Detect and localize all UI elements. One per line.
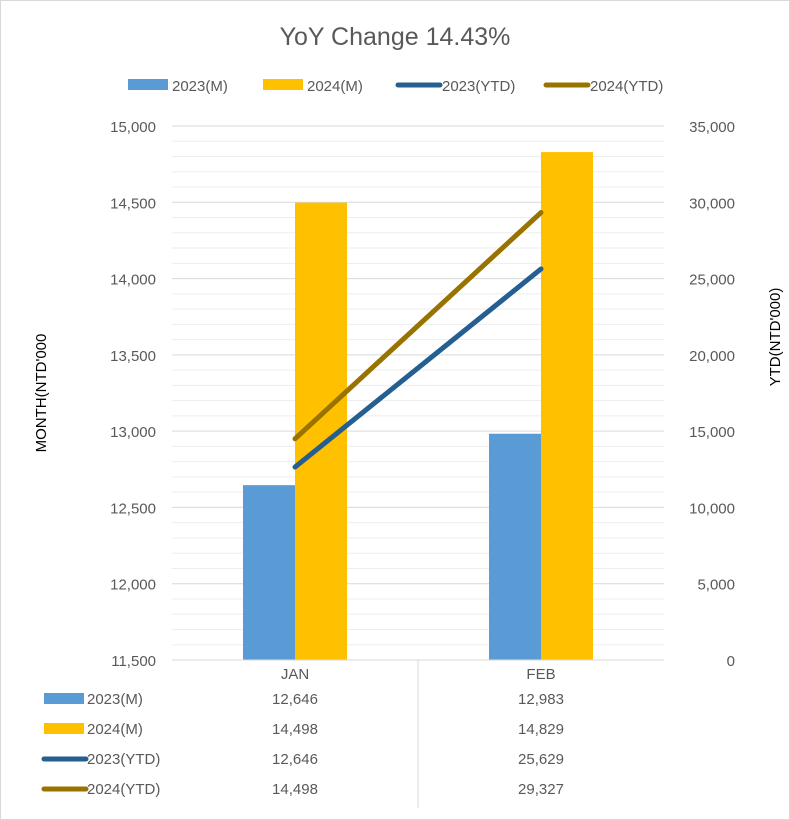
bar-2023m-feb xyxy=(489,433,541,660)
y-axis-left-label: MONTH(NTD'000 xyxy=(33,334,50,453)
legend-label: 2024(M) xyxy=(307,78,363,95)
y-left-tick-label: 13,500 xyxy=(110,348,156,365)
table-cell: 12,646 xyxy=(272,691,318,708)
table-cell: 12,646 xyxy=(272,751,318,768)
y-right-tick-label: 5,000 xyxy=(697,577,735,594)
y-right-tick-label: 30,000 xyxy=(689,195,735,212)
table-row-label: 2023(YTD) xyxy=(87,751,160,768)
line-2023ytd xyxy=(292,266,544,470)
y-left-tick-label: 14,000 xyxy=(110,272,156,289)
y-right-tick-label: 15,000 xyxy=(689,424,735,441)
table-cell: 25,629 xyxy=(518,751,564,768)
table-cell: 12,983 xyxy=(518,691,564,708)
table-row-label: 2023(M) xyxy=(87,691,143,708)
table-cell: 29,327 xyxy=(518,781,564,798)
bar-2023m-jan xyxy=(243,485,295,660)
y-left-tick-label: 13,000 xyxy=(110,424,156,441)
table-legend-key xyxy=(44,693,84,704)
legend-label: 2024(YTD) xyxy=(590,78,663,95)
y-left-tick-label: 12,500 xyxy=(110,500,156,517)
table-cell: 14,498 xyxy=(272,721,318,738)
bar-2024m-feb xyxy=(541,152,593,660)
legend-label: 2023(YTD) xyxy=(442,78,515,95)
y-left-tick-label: 11,500 xyxy=(111,653,156,670)
x-tick-label-jan: JAN xyxy=(281,666,309,683)
legend-label: 2023(M) xyxy=(172,78,228,95)
y-right-tick-label: 0 xyxy=(727,653,735,670)
y-right-tick-label: 25,000 xyxy=(689,272,735,289)
y-right-tick-label: 20,000 xyxy=(689,348,735,365)
y-right-tick-label: 10,000 xyxy=(689,500,735,517)
y-left-tick-label: 15,000 xyxy=(110,119,156,136)
table-cell: 14,498 xyxy=(272,781,318,798)
table-cell: 14,829 xyxy=(518,721,564,738)
x-tick-label-feb: FEB xyxy=(526,666,555,683)
table-row-label: 2024(M) xyxy=(87,721,143,738)
table-legend-key xyxy=(44,723,84,734)
legend-swatch-2023m xyxy=(128,79,168,90)
legend-swatch-2024m xyxy=(263,79,303,90)
table-row-label: 2024(YTD) xyxy=(87,781,160,798)
line-2024ytd xyxy=(292,210,544,442)
chart-title: YoY Change 14.43% xyxy=(280,23,511,51)
y-axis-right-label: YTD(NTD'000) xyxy=(767,288,784,387)
y-right-tick-label: 35,000 xyxy=(689,119,735,136)
y-left-tick-label: 12,000 xyxy=(110,577,156,594)
y-left-tick-label: 14,500 xyxy=(110,195,156,212)
